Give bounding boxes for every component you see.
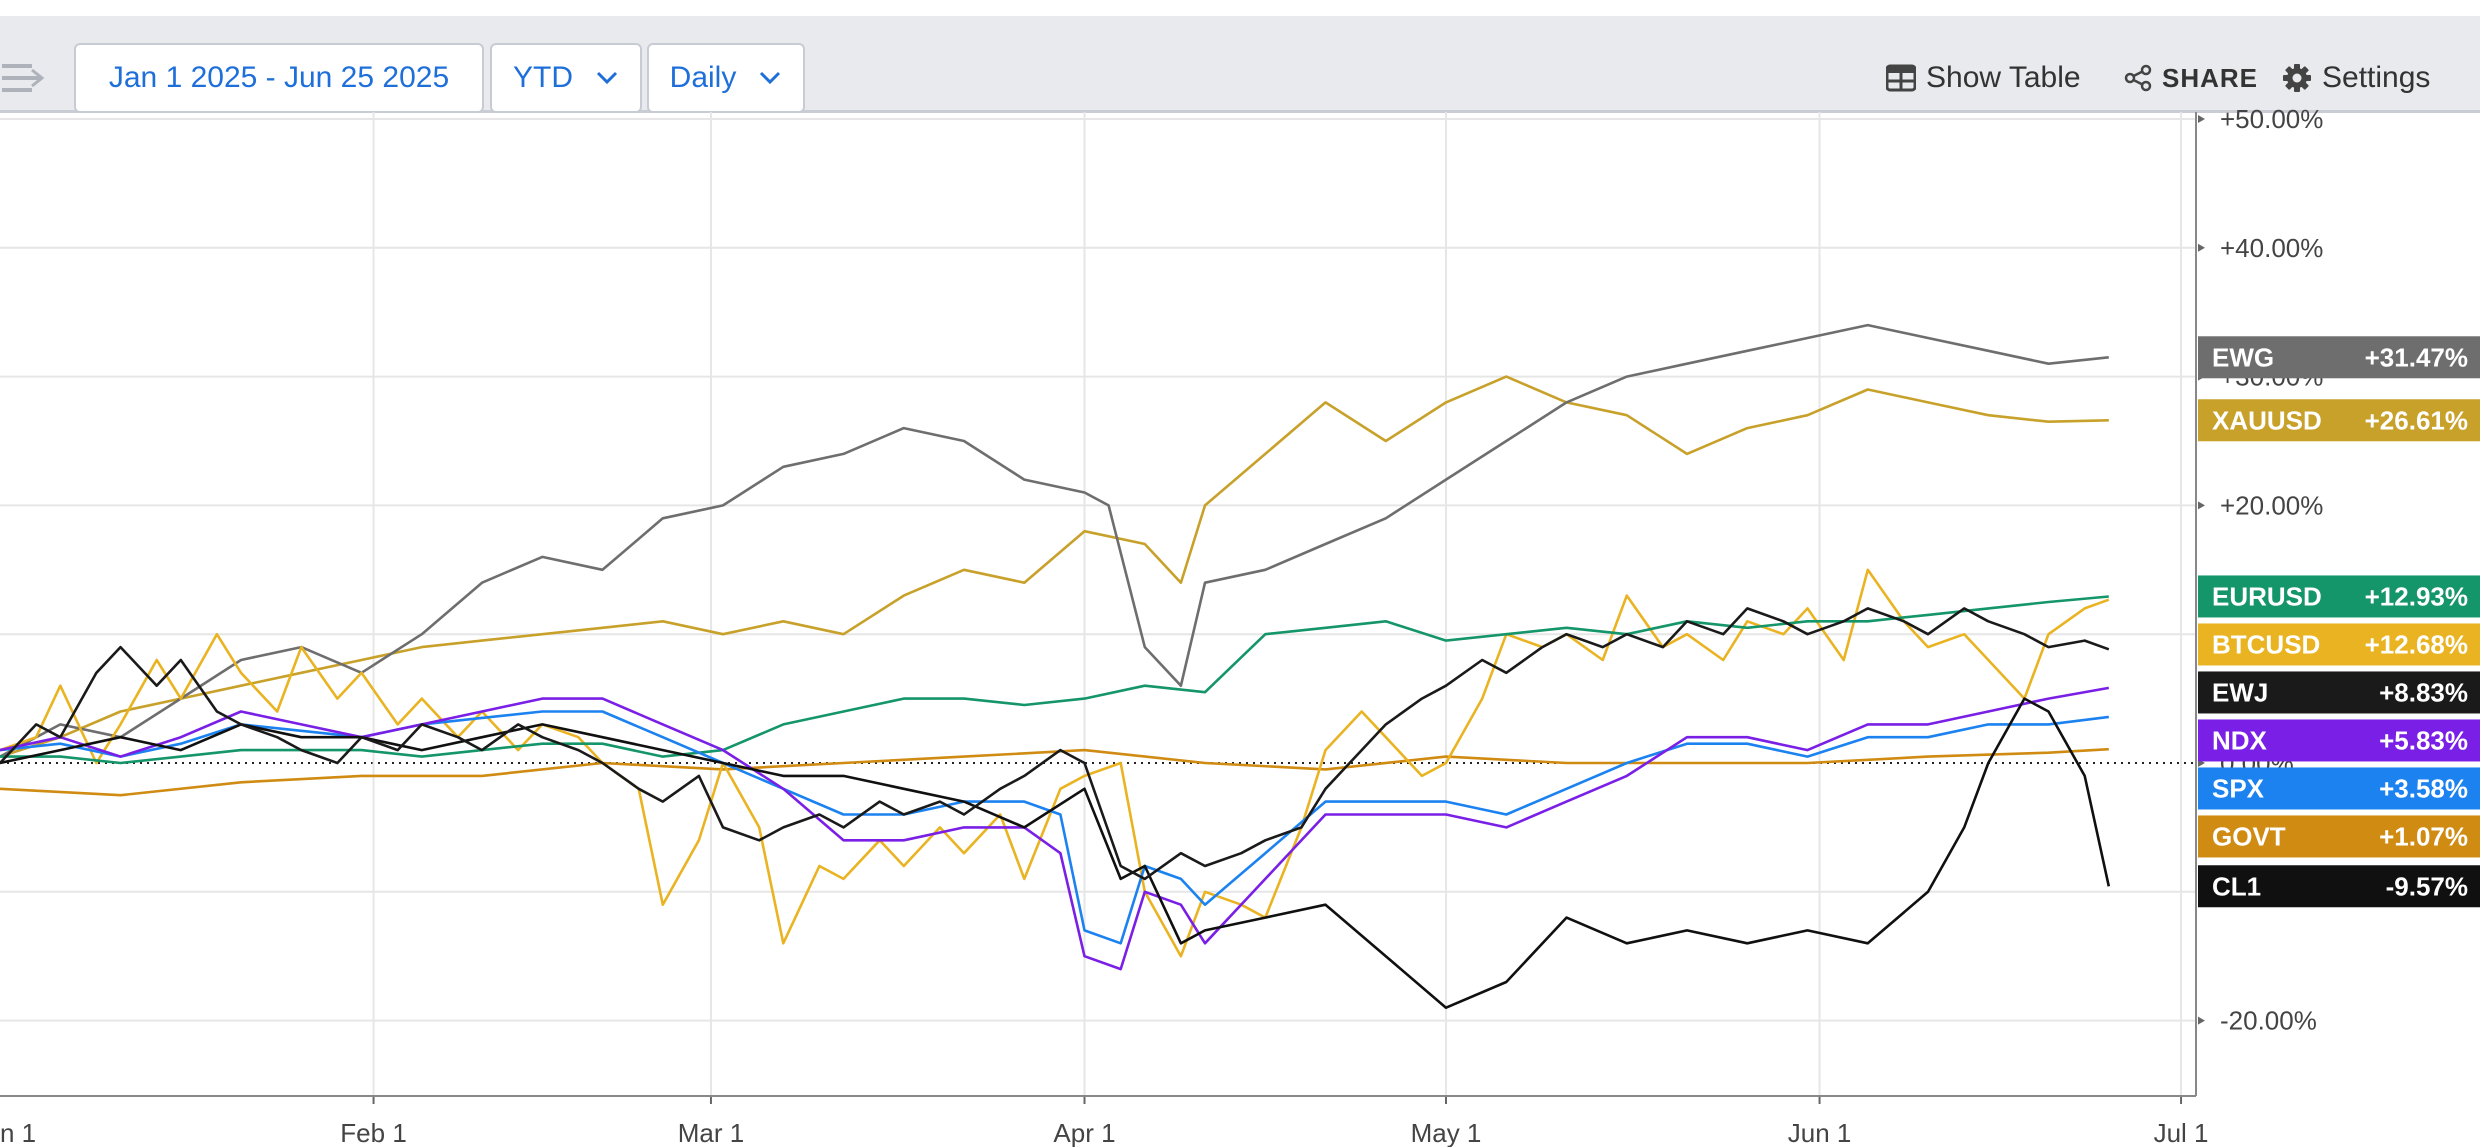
chart-toolbar: Jan 1 2025 - Jun 25 2025 YTD Daily Show … [0, 16, 2480, 113]
badge-series-value: +1.07% [2379, 821, 2468, 851]
gear-icon [2283, 64, 2311, 92]
x-tick-label: Mar 1 [678, 1118, 744, 1147]
series-line-cl1 [0, 697, 2111, 1010]
chevron-down-icon [760, 71, 781, 85]
grid-lines [0, 112, 2196, 1096]
badge-series-value: +12.68% [2365, 629, 2468, 659]
badge-background [2198, 399, 2480, 442]
share-button[interactable]: SHARE [2124, 48, 2258, 108]
y-tick-label: +40.00% [2220, 233, 2323, 263]
badge-govt: GOVT +1.07% [2198, 815, 2480, 858]
series-line-ndx [0, 686, 2110, 971]
show-table-button[interactable]: Show Table [1886, 48, 2081, 108]
share-label: SHARE [2162, 62, 2259, 93]
period-select[interactable]: YTD [490, 43, 642, 113]
badge-series-name: XAUUSD [2212, 405, 2322, 435]
y-tick-mark [2198, 501, 2205, 510]
y-tick-mark [2198, 115, 2205, 123]
x-tick-label: Feb 1 [340, 1118, 407, 1147]
badge-background [2198, 865, 2480, 908]
badge-background [2198, 815, 2480, 858]
series-value-badges: EWG +31.47% XAUUSD +26.61% EURUSD +12.93% BTCU… [2198, 336, 2480, 908]
badge-background [2198, 767, 2480, 810]
y-tick-label: +20.00% [2220, 490, 2323, 520]
show-table-label: Show Table [1926, 61, 2081, 94]
badge-series-value: +8.83% [2379, 677, 2468, 707]
chevron-down-icon [596, 71, 618, 85]
badge-series-name: CL1 [2212, 871, 2261, 901]
series-line-ewj [0, 607, 2110, 881]
series-lines [0, 323, 2111, 1010]
badge-eurusd: EURUSD +12.93% [2198, 575, 2480, 618]
badge-series-name: EWJ [2212, 677, 2268, 707]
y-tick-label: -20.00% [2220, 1006, 2317, 1036]
badge-series-name: EWG [2212, 342, 2274, 372]
axes: +50.00%+40.00%+30.00%+20.00%+10.00%0.00%… [0, 104, 2323, 1147]
badge-series-name: EURUSD [2212, 581, 2322, 611]
badge-series-value: +3.58% [2379, 773, 2468, 803]
badge-series-value: +26.61% [2365, 405, 2468, 435]
series-line-eurusd [0, 595, 2109, 765]
series-line-govt [0, 747, 2109, 797]
x-tick-label: Jul 1 [2154, 1118, 2209, 1147]
badge-ewj: EWJ +8.83% [2198, 671, 2480, 714]
date-range-label: Jan 1 2025 - Jun 25 2025 [108, 61, 450, 94]
y-tick-label: +50.00% [2220, 104, 2323, 134]
interval-select[interactable]: Daily [647, 43, 805, 113]
x-tick-label: May 1 [1411, 1118, 1482, 1147]
badge-ndx: NDX +5.83% [2198, 719, 2480, 762]
date-range-button[interactable]: Jan 1 2025 - Jun 25 2025 [74, 43, 484, 113]
table-icon [1886, 64, 1916, 92]
badge-xauusd: XAUUSD +26.61% [2198, 399, 2480, 442]
period-label: YTD [513, 61, 573, 94]
badge-series-name: GOVT [2212, 821, 2286, 851]
series-line-ewg [0, 323, 2109, 758]
badge-series-value: +31.47% [2365, 342, 2468, 372]
badge-series-name: BTCUSD [2212, 629, 2320, 659]
badge-background [2198, 336, 2480, 379]
settings-button[interactable]: Settings [2282, 48, 2430, 108]
x-tick-label: n 1 [0, 1118, 36, 1147]
badge-background [2198, 623, 2480, 666]
badge-btcusd: BTCUSD +12.68% [2198, 623, 2480, 666]
badge-background [2198, 575, 2480, 618]
badge-series-value: -9.57% [2386, 871, 2468, 901]
y-tick-mark [2198, 1016, 2205, 1025]
settings-label: Settings [2322, 61, 2431, 94]
interval-label: Daily [669, 61, 737, 94]
x-tick-label: Jun 1 [1788, 1118, 1852, 1147]
badge-spx: SPX +3.58% [2198, 767, 2480, 810]
badge-cl1: CL1 -9.57% [2198, 865, 2480, 908]
badge-ewg: EWG +31.47% [2198, 336, 2480, 379]
lines-arrow-icon[interactable] [2, 56, 46, 100]
x-tick-label: Apr 1 [1053, 1118, 1115, 1147]
share-icon [2124, 64, 2152, 92]
badge-background [2198, 719, 2480, 762]
badge-background [2198, 671, 2480, 714]
series-line-xauusd [0, 375, 2109, 758]
badge-series-name: SPX [2212, 773, 2265, 803]
badge-series-value: +12.93% [2365, 581, 2468, 611]
badge-series-value: +5.83% [2379, 725, 2468, 755]
y-tick-mark [2198, 243, 2205, 252]
badge-series-name: NDX [2212, 725, 2268, 755]
